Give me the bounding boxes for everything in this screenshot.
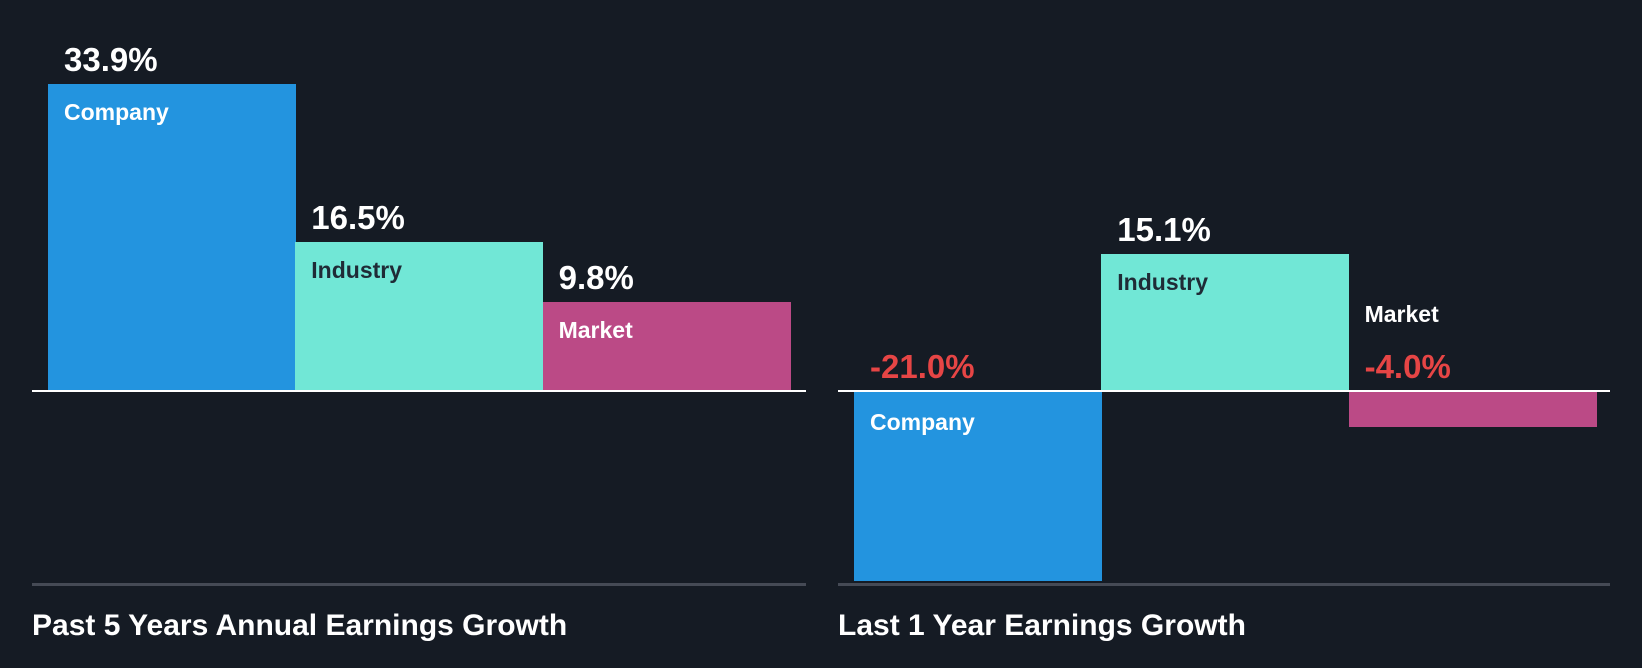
value-label-market: 9.8% [558,259,634,297]
zero-axis-line [32,390,806,392]
bar-label-market: Market [1364,301,1439,327]
baseline-rule [32,583,806,586]
bar-market [1348,391,1597,428]
chart-title: Past 5 Years Annual Earnings Growth [32,609,568,642]
value-label-industry: 16.5% [311,198,405,236]
bar-company [48,83,296,391]
bar-market [542,302,791,391]
bar-label-company: Company [64,98,169,125]
value-label-company: -21.0% [870,348,975,385]
bar-label-industry: Industry [1117,269,1209,296]
value-label-market: -4.0% [1364,348,1451,385]
chart-title: Last 1 Year Earnings Growth [838,609,1246,642]
bar-label-company: Company [870,409,975,435]
bar-label-industry: Industry [311,256,403,283]
bar-industry [295,241,544,391]
bar-company [854,391,1102,582]
bar-label-market: Market [558,317,633,344]
chart-past-5-years: 33.9% 16.5% 9.8% Company Industry Market… [32,40,806,642]
value-label-company: 33.9% [64,40,158,78]
bar-industry [1101,254,1350,391]
zero-axis-line [838,390,1610,392]
baseline-rule [838,583,1610,586]
value-label-industry: 15.1% [1117,211,1211,249]
